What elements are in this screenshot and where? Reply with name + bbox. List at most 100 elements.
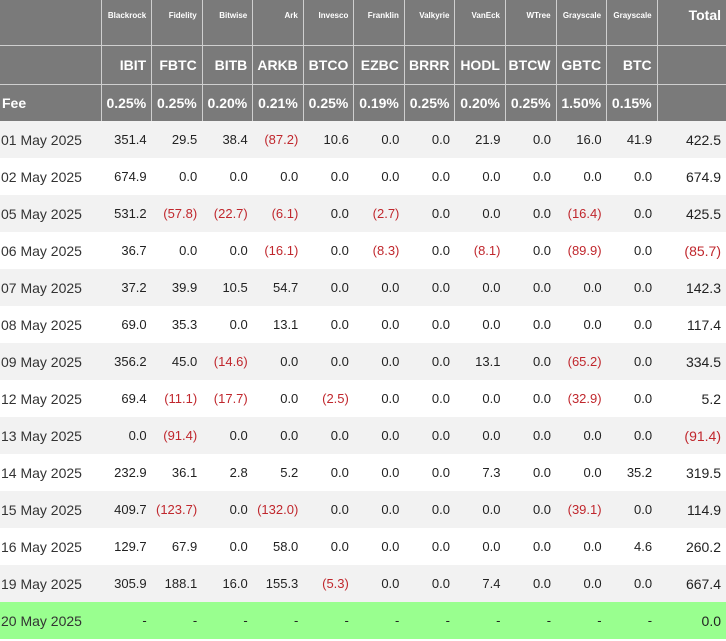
flow-cell: 0.0: [606, 417, 658, 454]
flow-cell: 0.0: [505, 491, 557, 528]
flow-cell: 0.0: [505, 565, 557, 602]
flow-cell: 54.7: [252, 269, 304, 306]
flow-cell: 7.4: [454, 565, 506, 602]
row-date: 13 May 2025: [0, 417, 102, 454]
flow-cell: -: [101, 602, 152, 639]
flow-cell: 0.0: [353, 269, 405, 306]
flow-cell: 4.6: [606, 528, 658, 565]
flow-cell: -: [404, 602, 455, 639]
ticker-label: BTCO: [303, 45, 355, 85]
issuer-label: Blackrock: [101, 0, 153, 46]
flow-cell: 0.0: [606, 269, 658, 306]
flow-cell: 0.0: [303, 195, 354, 232]
flow-cell: 0.0: [202, 528, 253, 565]
flow-cell: 0.0: [454, 528, 506, 565]
flow-cell: 0.0: [454, 306, 506, 343]
flow-cell: 0.0: [556, 417, 607, 454]
flow-cell: 13.1: [454, 343, 506, 380]
flow-cell: 0.0: [606, 565, 658, 602]
issuer-label: VanEck: [454, 0, 506, 46]
table-row: 13 May 2025 0.0 (91.4) 0.0 0.0 0.0 0.0 0.0 0.0 0.…: [0, 417, 726, 454]
fee-value: 0.25%: [151, 84, 203, 121]
flow-cell: 0.0: [505, 343, 557, 380]
flow-cell: (14.6): [202, 343, 253, 380]
flow-cell: 0.0: [101, 417, 152, 454]
flow-cell: 0.0: [353, 528, 405, 565]
row-date: 01 May 2025: [0, 121, 102, 158]
row-date: 19 May 2025: [0, 565, 102, 602]
flow-cell: 188.1: [151, 565, 203, 602]
issuer-label: Bitwise: [202, 0, 254, 46]
flow-cell: 7.3: [454, 454, 506, 491]
ticker-label: ARKB: [252, 45, 304, 85]
flow-cell: 38.4: [202, 121, 253, 158]
table-row: 08 May 2025 69.0 35.3 0.0 13.1 0.0 0.0 0.0 0.0 0.…: [0, 306, 726, 343]
row-total: 674.9: [657, 158, 726, 195]
ticker-corner-cell: [0, 45, 102, 85]
ticker-label: FBTC: [151, 45, 203, 85]
table-row: 12 May 2025 69.4 (11.1) (17.7) 0.0 (2.5) 0.0 0.…: [0, 380, 726, 417]
flow-cell: 0.0: [404, 158, 455, 195]
flow-cell: (16.1): [252, 232, 304, 269]
table-row: 05 May 2025 531.2 (57.8) (22.7) (6.1) 0.0 (2.7…: [0, 195, 726, 232]
row-total: 667.4: [657, 565, 726, 602]
flow-cell: 0.0: [606, 306, 658, 343]
fee-value: 0.19%: [353, 84, 405, 121]
flow-cell: (89.9): [556, 232, 607, 269]
flow-cell: 129.7: [101, 528, 152, 565]
flow-cell: 0.0: [303, 528, 354, 565]
row-total: 422.5: [657, 121, 726, 158]
flow-cell: 0.0: [404, 528, 455, 565]
ticker-label: BTCW: [505, 45, 557, 85]
flow-cell: 0.0: [505, 232, 557, 269]
row-date: 14 May 2025: [0, 454, 102, 491]
row-date: 06 May 2025: [0, 232, 102, 269]
flow-cell: 0.0: [202, 158, 253, 195]
flow-cell: 0.0: [353, 417, 405, 454]
row-date: 16 May 2025: [0, 528, 102, 565]
flow-cell: 67.9: [151, 528, 203, 565]
row-date: 09 May 2025: [0, 343, 102, 380]
flow-cell: 0.0: [505, 528, 557, 565]
flow-cell: 0.0: [454, 158, 506, 195]
flow-cell: (5.3): [303, 565, 354, 602]
issuer-label: Franklin: [353, 0, 405, 46]
flow-cell: 10.6: [303, 121, 354, 158]
flow-cell: 0.0: [303, 417, 354, 454]
flow-cell: (2.5): [303, 380, 354, 417]
flow-cell: 0.0: [404, 232, 455, 269]
flow-cell: 0.0: [556, 565, 607, 602]
fee-header-row: Fee 0.25% 0.25% 0.20% 0.21% 0.25% 0.19% …: [0, 84, 726, 121]
issuer-label: WTree: [505, 0, 557, 46]
flow-cell: 0.0: [404, 306, 455, 343]
flow-cell: (91.4): [151, 417, 203, 454]
table-row: 06 May 2025 36.7 0.0 0.0 (16.1) 0.0 (8.3) 0.0 (8…: [0, 232, 726, 269]
fee-value: 0.21%: [252, 84, 304, 121]
fee-value: 1.50%: [556, 84, 608, 121]
flow-cell: 2.8: [202, 454, 253, 491]
flow-cell: 0.0: [353, 491, 405, 528]
flow-cell: (11.1): [151, 380, 203, 417]
flow-cell: (17.7): [202, 380, 253, 417]
flow-cell: 35.3: [151, 306, 203, 343]
flow-cell: -: [556, 602, 607, 639]
flow-cell: 0.0: [303, 454, 354, 491]
flow-cell: 35.2: [606, 454, 658, 491]
flow-cell: 5.2: [252, 454, 304, 491]
flow-cell: 0.0: [404, 417, 455, 454]
flow-cell: (22.7): [202, 195, 253, 232]
flow-cell: 69.0: [101, 306, 152, 343]
row-total: 319.5: [657, 454, 726, 491]
row-date: 12 May 2025: [0, 380, 102, 417]
flow-cell: 0.0: [505, 158, 557, 195]
issuer-label: Invesco: [303, 0, 355, 46]
flow-cell: 0.0: [202, 232, 253, 269]
row-date: 02 May 2025: [0, 158, 102, 195]
fee-value: 0.25%: [303, 84, 355, 121]
flow-cell: 531.2: [101, 195, 152, 232]
flow-cell: 16.0: [556, 121, 607, 158]
ticker-header-row: IBIT FBTC BITB ARKB BTCO EZBC BRRR HODL …: [0, 45, 726, 85]
flow-cell: (123.7): [151, 491, 203, 528]
flow-cell: 0.0: [606, 380, 658, 417]
flow-cell: 0.0: [353, 454, 405, 491]
